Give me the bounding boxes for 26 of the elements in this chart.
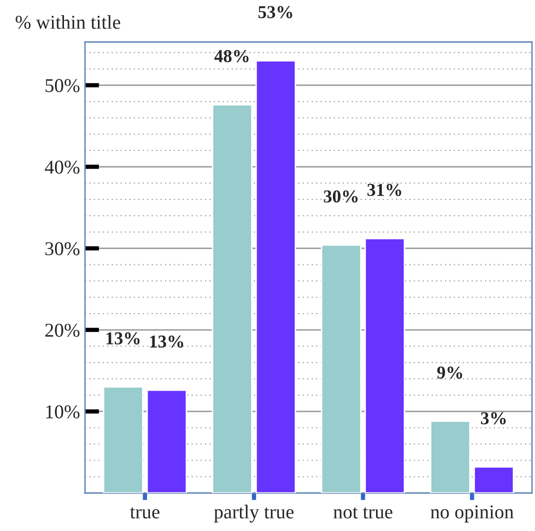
data-label: 13% [150,336,184,348]
data-label: 53% [258,6,292,18]
y-tick-label: 20% [45,324,80,337]
data-label: 9% [437,366,462,379]
x-tick-label: not true [333,507,392,518]
data-label: 31% [367,184,402,196]
x-tick-label: true [130,507,160,518]
y-axis-title: % within title [16,15,120,29]
x-tick-label: no opinion [430,505,514,522]
bar [212,104,252,493]
y-tick-label: 30% [45,242,80,256]
y-tick-label: 40% [44,160,80,174]
bar [364,238,406,493]
bar [102,386,144,493]
y-tick-label: 50% [46,79,80,92]
data-label: 13% [106,332,140,344]
data-label: 48% [214,50,249,62]
bar [255,60,296,493]
x-tick-label: partly true [214,504,294,522]
bar [474,466,514,493]
data-label: 3% [480,412,506,424]
bar [320,244,362,493]
y-tick-label: 10% [46,405,80,418]
bar [430,420,471,493]
bar [146,390,188,493]
data-label: 30% [324,190,358,203]
